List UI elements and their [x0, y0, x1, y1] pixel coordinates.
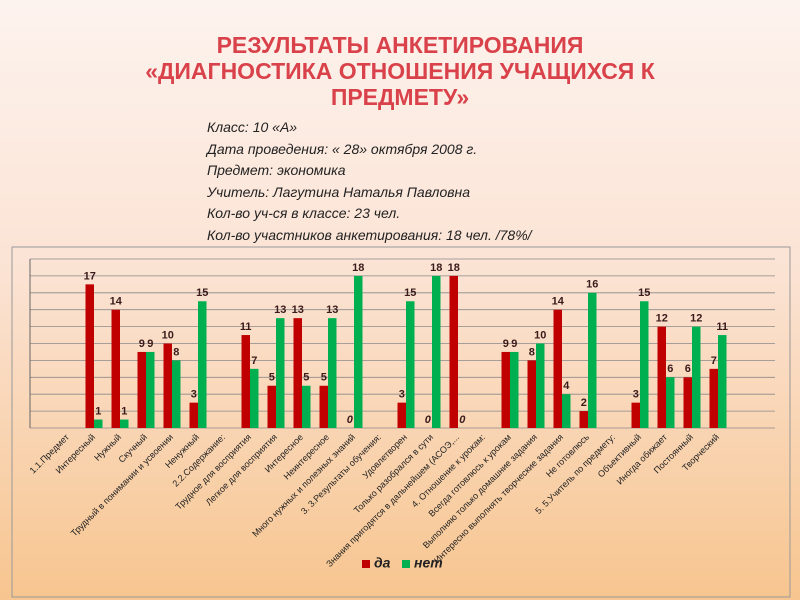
- value-label: 6: [685, 363, 691, 375]
- bar: [146, 351, 155, 428]
- value-label: 14: [552, 296, 565, 308]
- value-label: 18: [430, 262, 442, 274]
- value-label: 9: [511, 338, 517, 350]
- bar: [120, 419, 129, 428]
- legend-label: нет: [414, 555, 443, 571]
- x-tick-label: Неинтересное: [282, 432, 332, 482]
- bar: [267, 385, 276, 428]
- value-label: 15: [196, 287, 208, 299]
- bar: [449, 275, 458, 428]
- value-label: 9: [503, 338, 509, 350]
- bar: [510, 351, 519, 428]
- bar: [536, 343, 545, 428]
- bar: [553, 309, 562, 428]
- bar: [241, 335, 250, 428]
- title-line: РЕЗУЛЬТАТЫ АНКЕТИРОВАНИЯ: [216, 32, 584, 58]
- value-label: 9: [147, 338, 153, 350]
- info-line: Кол-во участников анкетирования: 18 чел.…: [207, 226, 532, 243]
- bar: [85, 284, 94, 428]
- bar: [657, 326, 666, 428]
- value-label: 12: [656, 313, 668, 325]
- bar: [397, 402, 406, 428]
- bar: [111, 309, 120, 428]
- bar: [276, 318, 285, 428]
- value-label: 3: [399, 389, 405, 401]
- value-label: 2: [581, 397, 587, 409]
- info-line: Учитель: Лагутина Наталья Павловна: [207, 183, 471, 200]
- bar: [319, 385, 328, 428]
- value-label: 11: [240, 321, 252, 333]
- bar: [640, 301, 649, 428]
- value-label: 7: [711, 355, 717, 367]
- value-label: 13: [326, 304, 338, 316]
- bar: [501, 351, 510, 428]
- value-label: 6: [667, 363, 673, 375]
- bar: [432, 275, 441, 428]
- value-label: 13: [292, 304, 304, 316]
- info-line: Предмет: экономика: [207, 162, 346, 179]
- info-line: Дата проведения: « 28» октября 2008 г.: [207, 140, 478, 157]
- value-label: 18: [448, 262, 460, 274]
- bar: [631, 402, 640, 428]
- bar: [293, 318, 302, 428]
- value-label: 15: [404, 287, 416, 299]
- legend-label: да: [374, 555, 391, 571]
- bar: [683, 377, 692, 428]
- info-line: Класс: 10 «А»: [207, 119, 298, 135]
- value-label: 0: [425, 414, 432, 426]
- value-label: 4: [563, 380, 570, 392]
- value-label: 12: [690, 313, 702, 325]
- bar: [579, 411, 588, 428]
- value-label: 11: [716, 321, 728, 333]
- bar: [562, 394, 571, 428]
- bar: [709, 368, 718, 428]
- bar: [406, 301, 415, 428]
- bar: [588, 292, 597, 428]
- value-label: 5: [303, 372, 309, 384]
- info-line: Кол-во уч-ся в классе: 23 чел.: [207, 205, 401, 222]
- value-label: 8: [173, 346, 179, 358]
- bar: [354, 275, 363, 428]
- bar: [718, 335, 727, 428]
- bar: [328, 318, 337, 428]
- value-label: 16: [586, 279, 598, 291]
- bar: [302, 385, 311, 428]
- bar: [94, 419, 103, 428]
- value-label: 5: [321, 372, 327, 384]
- value-label: 15: [638, 287, 650, 299]
- bar: [250, 368, 259, 428]
- value-label: 5: [269, 372, 275, 384]
- value-label: 3: [191, 389, 197, 401]
- value-label: 10: [534, 329, 546, 341]
- value-label: 13: [274, 304, 286, 316]
- info-list: Класс: 10 «А» Дата проведения: « 28» октя…: [207, 117, 532, 247]
- value-label: 10: [162, 329, 174, 341]
- value-label: 0: [459, 414, 466, 426]
- legend-swatch: [362, 560, 370, 568]
- value-label: 8: [529, 346, 535, 358]
- legend-swatch: [402, 560, 410, 568]
- value-label: 14: [110, 296, 123, 308]
- value-label: 7: [251, 355, 257, 367]
- bar: [198, 301, 207, 428]
- chart-frame: [11, 246, 791, 598]
- value-label: 9: [139, 338, 145, 350]
- bar: [189, 402, 198, 428]
- value-label: 0: [347, 414, 354, 426]
- value-label: 17: [84, 270, 96, 282]
- value-label: 1: [95, 405, 101, 417]
- bar: [666, 377, 675, 428]
- slide-title: РЕЗУЛЬТАТЫ АНКЕТИРОВАНИЯ «ДИАГНОСТИКА ОТН…: [120, 32, 680, 110]
- value-label: 1: [121, 405, 127, 417]
- bar: [527, 360, 536, 428]
- value-label: 18: [352, 262, 364, 274]
- bar: [137, 351, 146, 428]
- bar: [692, 326, 701, 428]
- bar: [172, 360, 181, 428]
- bar: [163, 343, 172, 428]
- subtitle-line: «ДИАГНОСТИКА ОТНОШЕНИЯ УЧАЩИХСЯ К ПРЕДМЕ…: [145, 58, 655, 110]
- value-label: 3: [633, 389, 639, 401]
